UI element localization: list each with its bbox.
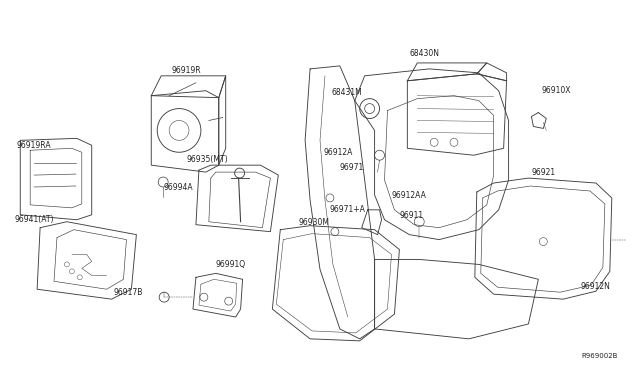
Text: 68430N: 68430N [410,49,439,58]
Text: 96910X: 96910X [541,86,571,95]
Text: 96912AA: 96912AA [392,191,426,200]
Text: 96971: 96971 [340,163,364,172]
Text: 96991Q: 96991Q [216,260,246,269]
Text: 96919R: 96919R [171,66,201,75]
Text: 96941(AT): 96941(AT) [14,215,54,224]
Text: 96930M: 96930M [298,218,329,227]
Text: 96911: 96911 [399,211,424,220]
Text: 96919RA: 96919RA [16,141,51,150]
Text: R969002B: R969002B [581,353,618,359]
Text: 96917B: 96917B [113,288,143,297]
Text: 96912N: 96912N [580,282,610,291]
Text: 96935(MT): 96935(MT) [186,155,228,164]
Text: 68431M: 68431M [332,88,363,97]
Text: 96912A: 96912A [324,148,353,157]
Text: 96994A: 96994A [163,183,193,192]
Text: 96971+A: 96971+A [330,205,366,214]
Text: 96921: 96921 [531,168,556,177]
